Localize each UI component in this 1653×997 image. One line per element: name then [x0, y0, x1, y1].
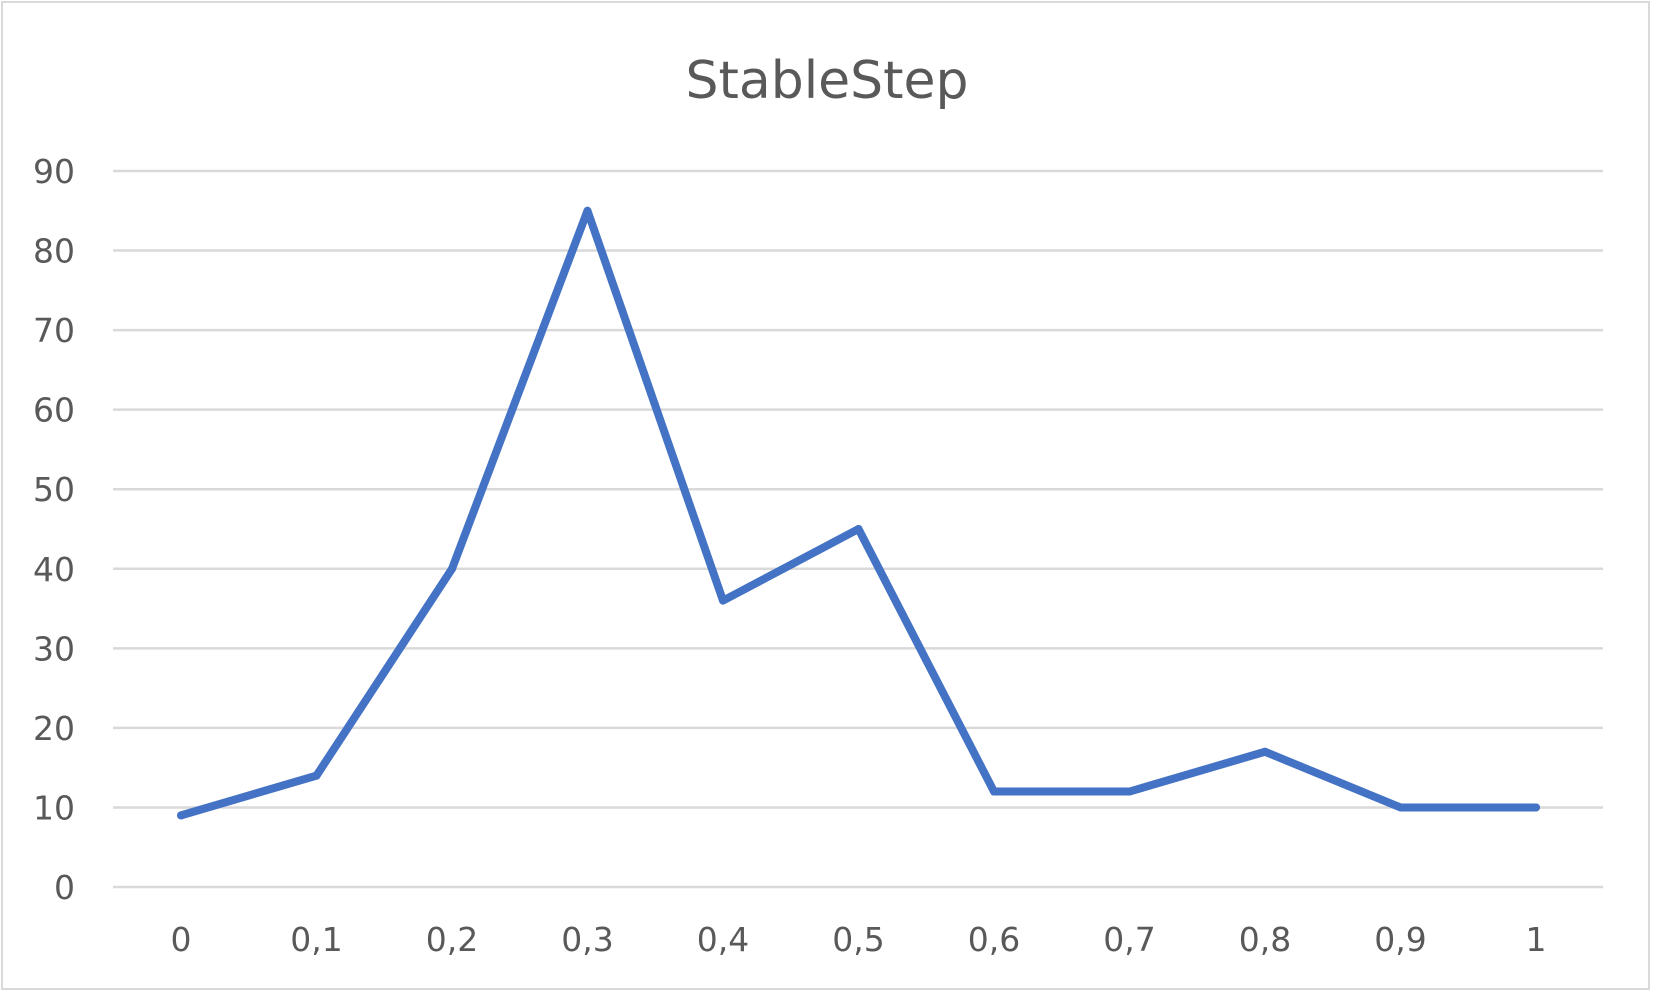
- y-tick-label: 60: [33, 391, 75, 430]
- y-tick-label: 30: [33, 629, 75, 668]
- y-tick-label: 90: [33, 152, 75, 191]
- series-line-0: [177, 206, 1540, 820]
- x-tick-label: 0,7: [1103, 920, 1155, 959]
- data-point: [854, 525, 863, 533]
- data-point: [448, 564, 456, 573]
- x-tick-label: 0,5: [832, 920, 884, 959]
- x-tick-label: 0,9: [1374, 920, 1426, 959]
- y-tick-label: 0: [54, 868, 75, 907]
- y-tick-label: 40: [33, 550, 75, 589]
- y-tick-label: 10: [33, 788, 75, 827]
- y-tick-label: 80: [33, 232, 75, 271]
- data-point: [1261, 747, 1269, 756]
- series-lines: [177, 206, 1540, 820]
- x-tick-label: 0: [171, 920, 192, 959]
- data-point: [990, 787, 998, 796]
- y-tick-label: 70: [33, 311, 75, 350]
- y-tick-label: 20: [33, 709, 75, 748]
- data-point: [1396, 803, 1405, 812]
- x-tick-label: 1: [1526, 920, 1547, 959]
- data-point: [719, 596, 727, 605]
- x-tick-label: 0,3: [561, 920, 613, 959]
- x-tick-label: 0,6: [968, 920, 1020, 959]
- gridlines: [113, 169, 1603, 889]
- x-tick-label: 0,2: [426, 920, 478, 959]
- chart-title: StableStep: [685, 51, 968, 111]
- line-chart: StableStep 0 10 20 30 40 50 60 70 80 90 0 0,1 0,2 0,…: [33, 51, 1603, 959]
- data-point: [177, 811, 185, 820]
- data-point: [312, 771, 321, 780]
- x-axis-tick-labels: 0 0,1 0,2 0,3 0,4 0,5 0,6 0,7 0,8 0,9 1: [171, 920, 1547, 959]
- y-tick-label: 50: [33, 470, 75, 509]
- y-axis-tick-labels: 0 10 20 30 40 50 60 70 80 90: [33, 152, 75, 907]
- data-point: [1532, 803, 1540, 812]
- x-tick-label: 0,1: [290, 920, 342, 959]
- data-point: [583, 206, 592, 215]
- x-tick-label: 0,4: [697, 920, 749, 959]
- x-tick-label: 0,8: [1239, 920, 1291, 959]
- data-point: [1125, 787, 1134, 796]
